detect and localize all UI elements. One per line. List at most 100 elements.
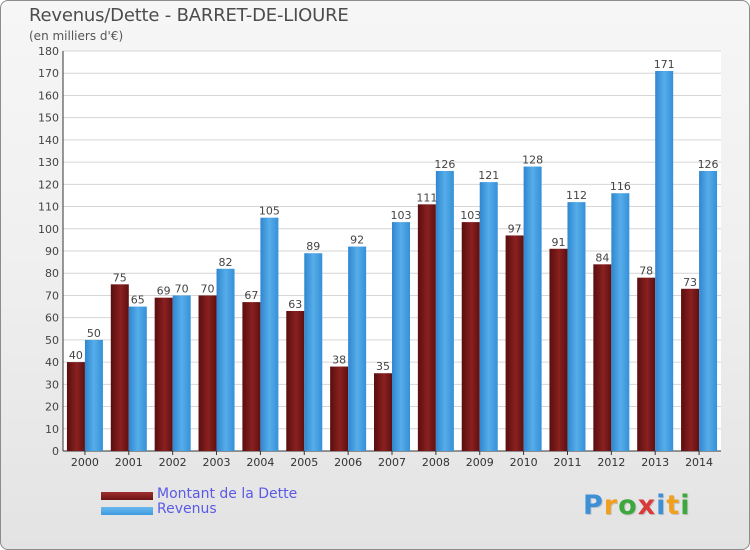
bar-dette <box>505 235 524 451</box>
x-tick-label: 2013 <box>641 456 669 469</box>
data-label-revenus: 126 <box>698 158 719 171</box>
y-tick-label: 0 <box>52 445 59 458</box>
data-label-revenus: 112 <box>566 189 587 202</box>
y-tick-label: 90 <box>45 245 59 258</box>
x-tick-label: 2012 <box>597 456 625 469</box>
bar-dette <box>549 248 568 451</box>
legend-swatch-dette <box>101 492 153 500</box>
y-tick-label: 70 <box>45 289 59 302</box>
y-tick-label: 180 <box>38 45 59 58</box>
bar-revenus <box>128 306 147 451</box>
bar-dette <box>330 366 349 451</box>
data-label-dette: 78 <box>639 265 653 278</box>
y-tick-label: 60 <box>45 312 59 325</box>
data-label-dette: 111 <box>416 191 437 204</box>
bar-dette <box>154 297 173 451</box>
data-label-dette: 38 <box>332 354 346 367</box>
x-tick-label: 2002 <box>159 456 187 469</box>
data-label-revenus: 103 <box>391 209 412 222</box>
bar-dette <box>374 373 392 451</box>
bar-dette <box>461 222 480 451</box>
legend-label-revenus: Revenus <box>157 501 217 517</box>
x-tick-label: 2007 <box>378 456 406 469</box>
x-tick-label: 2000 <box>71 456 99 469</box>
data-label-dette: 40 <box>69 349 83 362</box>
bar-revenus <box>172 295 191 451</box>
y-tick-label: 140 <box>38 134 59 147</box>
data-label-revenus: 89 <box>306 240 320 253</box>
y-tick-label: 40 <box>45 356 59 369</box>
y-tick-label: 80 <box>45 267 59 280</box>
y-tick-label: 150 <box>38 112 59 125</box>
data-label-dette: 63 <box>288 298 302 311</box>
bar-dette <box>66 362 85 451</box>
data-label-dette: 75 <box>113 271 127 284</box>
bar-dette <box>593 264 612 451</box>
data-label-dette: 84 <box>595 251 609 264</box>
data-label-revenus: 171 <box>654 58 675 71</box>
bar-revenus <box>348 246 367 451</box>
x-tick-label: 2003 <box>203 456 231 469</box>
bar-dette <box>110 284 129 451</box>
y-tick-label: 120 <box>38 178 59 191</box>
bar-dette <box>242 302 261 451</box>
legend-label-dette: Montant de la Dette <box>157 486 298 502</box>
data-label-revenus: 105 <box>259 205 280 218</box>
data-label-revenus: 65 <box>131 294 145 307</box>
bar-revenus <box>84 339 103 451</box>
y-tick-label: 20 <box>45 401 59 414</box>
bar-revenus <box>479 182 498 451</box>
data-label-dette: 73 <box>683 276 697 289</box>
chart-subtitle: (en milliers d'€) <box>29 29 124 43</box>
x-tick-label: 2014 <box>685 456 713 469</box>
bar-dette <box>286 311 305 451</box>
bar-dette <box>637 277 656 451</box>
data-label-revenus: 92 <box>350 234 364 247</box>
bar-revenus <box>216 268 235 451</box>
x-tick-label: 2009 <box>466 456 494 469</box>
y-tick-label: 50 <box>45 334 59 347</box>
bar-revenus <box>304 253 323 451</box>
data-label-revenus: 121 <box>478 169 499 182</box>
chart-title: Revenus/Dette - BARRET-DE-LIOURE <box>29 5 349 26</box>
data-label-revenus: 82 <box>219 256 233 269</box>
y-tick-label: 30 <box>45 378 59 391</box>
x-tick-label: 2005 <box>290 456 318 469</box>
data-label-dette: 103 <box>460 209 481 222</box>
x-tick-label: 2008 <box>422 456 450 469</box>
data-label-dette: 97 <box>508 222 522 235</box>
data-label-revenus: 126 <box>434 158 455 171</box>
bar-dette <box>198 295 217 451</box>
bar-revenus <box>392 222 410 451</box>
bar-revenus <box>611 193 630 451</box>
bar-dette <box>417 204 436 451</box>
data-label-revenus: 116 <box>610 180 631 193</box>
x-tick-label: 2011 <box>553 456 581 469</box>
data-label-dette: 67 <box>244 289 258 302</box>
bar-revenus <box>260 217 279 451</box>
bar-revenus <box>655 71 674 451</box>
legend-swatch-revenus <box>101 507 153 515</box>
x-tick-label: 2006 <box>334 456 362 469</box>
y-tick-label: 160 <box>38 89 59 102</box>
proxiti-logo: Proxiti <box>583 490 691 521</box>
data-label-dette: 35 <box>376 360 390 373</box>
data-label-revenus: 128 <box>522 154 543 167</box>
bar-revenus <box>435 171 454 451</box>
data-label-dette: 91 <box>551 236 565 249</box>
x-tick-label: 2001 <box>115 456 143 469</box>
bar-revenus <box>567 202 586 451</box>
y-tick-label: 110 <box>38 201 59 214</box>
y-tick-label: 170 <box>38 67 59 80</box>
bar-revenus <box>523 166 542 452</box>
data-label-revenus: 70 <box>175 282 189 295</box>
data-label-revenus: 50 <box>87 327 101 340</box>
y-tick-label: 130 <box>38 156 59 169</box>
x-tick-label: 2010 <box>510 456 538 469</box>
x-tick-label: 2004 <box>246 456 274 469</box>
y-tick-label: 10 <box>45 423 59 436</box>
bar-revenus <box>699 171 718 451</box>
data-label-dette: 69 <box>157 285 171 298</box>
